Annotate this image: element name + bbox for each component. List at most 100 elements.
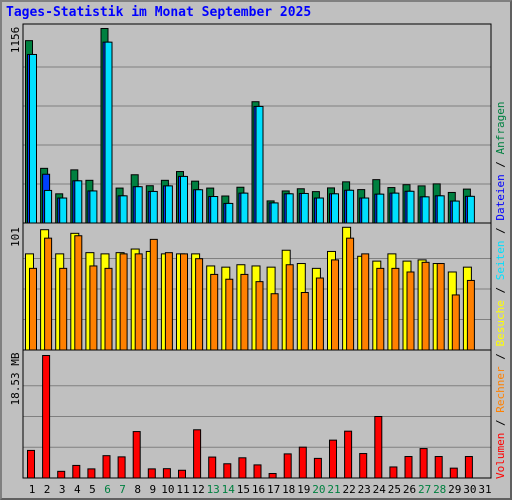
bar-volumen	[87, 468, 96, 479]
day-label: 26	[403, 483, 416, 496]
bar-seiten	[300, 192, 309, 224]
day-label: 7	[119, 483, 126, 496]
day-label: 18	[282, 483, 295, 496]
day-label: 22	[342, 483, 355, 496]
day-label: 28	[433, 483, 446, 496]
bar-volumen	[42, 355, 51, 479]
y-max-label: 18.53 MB	[9, 352, 22, 405]
day-label: 8	[134, 483, 141, 496]
bar-volumen	[72, 464, 81, 479]
bar-volumen	[193, 429, 202, 479]
bar-rechner	[195, 258, 204, 351]
bar-volumen	[374, 416, 383, 479]
bar-rechner	[44, 237, 53, 351]
bar-volumen	[132, 431, 141, 479]
day-label: 16	[252, 483, 265, 496]
y-max-label: 1156	[9, 27, 22, 54]
day-label: 13	[207, 483, 220, 496]
bar-seiten	[74, 180, 83, 224]
bar-volumen	[434, 456, 443, 479]
day-label: 21	[327, 483, 340, 496]
bar-seiten	[240, 192, 249, 224]
legend-entry: Seiten	[494, 241, 507, 281]
panel-background	[23, 351, 491, 478]
bar-volumen	[419, 448, 428, 479]
bar-volumen	[102, 455, 111, 479]
bar-rechner	[300, 292, 309, 351]
bar-rechner	[391, 267, 400, 351]
legend-entry: /	[494, 154, 507, 174]
bar-volumen	[313, 457, 322, 479]
legend-entry: Anfragen	[494, 101, 507, 154]
legend-entry: /	[494, 221, 507, 241]
bar-volumen	[464, 456, 473, 479]
day-label: 23	[358, 483, 371, 496]
bar-volumen	[27, 449, 35, 479]
day-label: 11	[176, 483, 189, 496]
day-label: 3	[59, 483, 66, 496]
bar-volumen	[359, 453, 368, 479]
bar-seiten	[406, 190, 415, 224]
bar-rechner	[240, 273, 249, 351]
day-label: 30	[463, 483, 476, 496]
bar-volumen	[268, 473, 277, 479]
bar-seiten	[466, 195, 475, 224]
bar-volumen	[57, 470, 66, 479]
bar-seiten	[436, 195, 445, 224]
bar-volumen	[449, 467, 458, 479]
bar-seiten	[119, 195, 128, 224]
day-label: 17	[267, 483, 280, 496]
day-label: 19	[297, 483, 310, 496]
bar-rechner	[149, 238, 158, 351]
bar-volumen	[253, 464, 262, 479]
day-label: 12	[191, 483, 204, 496]
bar-seiten	[180, 175, 188, 224]
bar-seiten	[164, 185, 173, 224]
day-label: 9	[149, 483, 156, 496]
day-label: 1	[29, 483, 36, 496]
bar-volumen	[223, 463, 232, 479]
bar-rechner	[376, 267, 385, 351]
day-label: 24	[373, 483, 387, 496]
bar-seiten	[149, 190, 158, 224]
bar-seiten	[89, 190, 98, 224]
bar-rechner	[210, 273, 219, 351]
day-label: 29	[448, 483, 461, 496]
bar-seiten	[315, 197, 324, 224]
day-label: 10	[161, 483, 174, 496]
legend-entry: Rechner	[494, 366, 507, 413]
bar-seiten	[361, 197, 370, 224]
bar-seiten	[59, 197, 68, 224]
bar-seiten	[391, 192, 400, 224]
bar-rechner	[255, 281, 264, 351]
legend-entry: /	[494, 413, 507, 433]
bar-seiten	[451, 200, 460, 224]
legend-entry: Besuche	[494, 300, 507, 346]
bar-rechner	[164, 252, 173, 351]
legend-entry: /	[494, 347, 507, 367]
bar-rechner	[421, 261, 430, 351]
bar-rechner	[361, 253, 370, 351]
bar-volumen	[162, 468, 171, 479]
day-label: 15	[237, 483, 250, 496]
legend-entry: Dateien	[494, 174, 507, 220]
bar-volumen	[344, 430, 353, 479]
bar-seiten	[104, 41, 113, 224]
page-title: Tages-Statistik im Monat September 2025	[6, 5, 312, 20]
bar-rechner	[119, 253, 128, 351]
bar-seiten	[285, 193, 294, 224]
bar-seiten	[421, 196, 430, 224]
bar-volumen	[117, 456, 126, 479]
bar-volumen	[178, 469, 186, 479]
bar-rechner	[406, 271, 415, 351]
bar-seiten	[270, 202, 279, 224]
bar-volumen	[329, 439, 337, 479]
bar-volumen	[404, 456, 413, 479]
bar-volumen	[298, 446, 307, 479]
bar-volumen	[389, 466, 398, 479]
bar-seiten	[255, 105, 264, 224]
y-max-label: 101	[9, 227, 22, 247]
day-label: 27	[418, 483, 431, 496]
